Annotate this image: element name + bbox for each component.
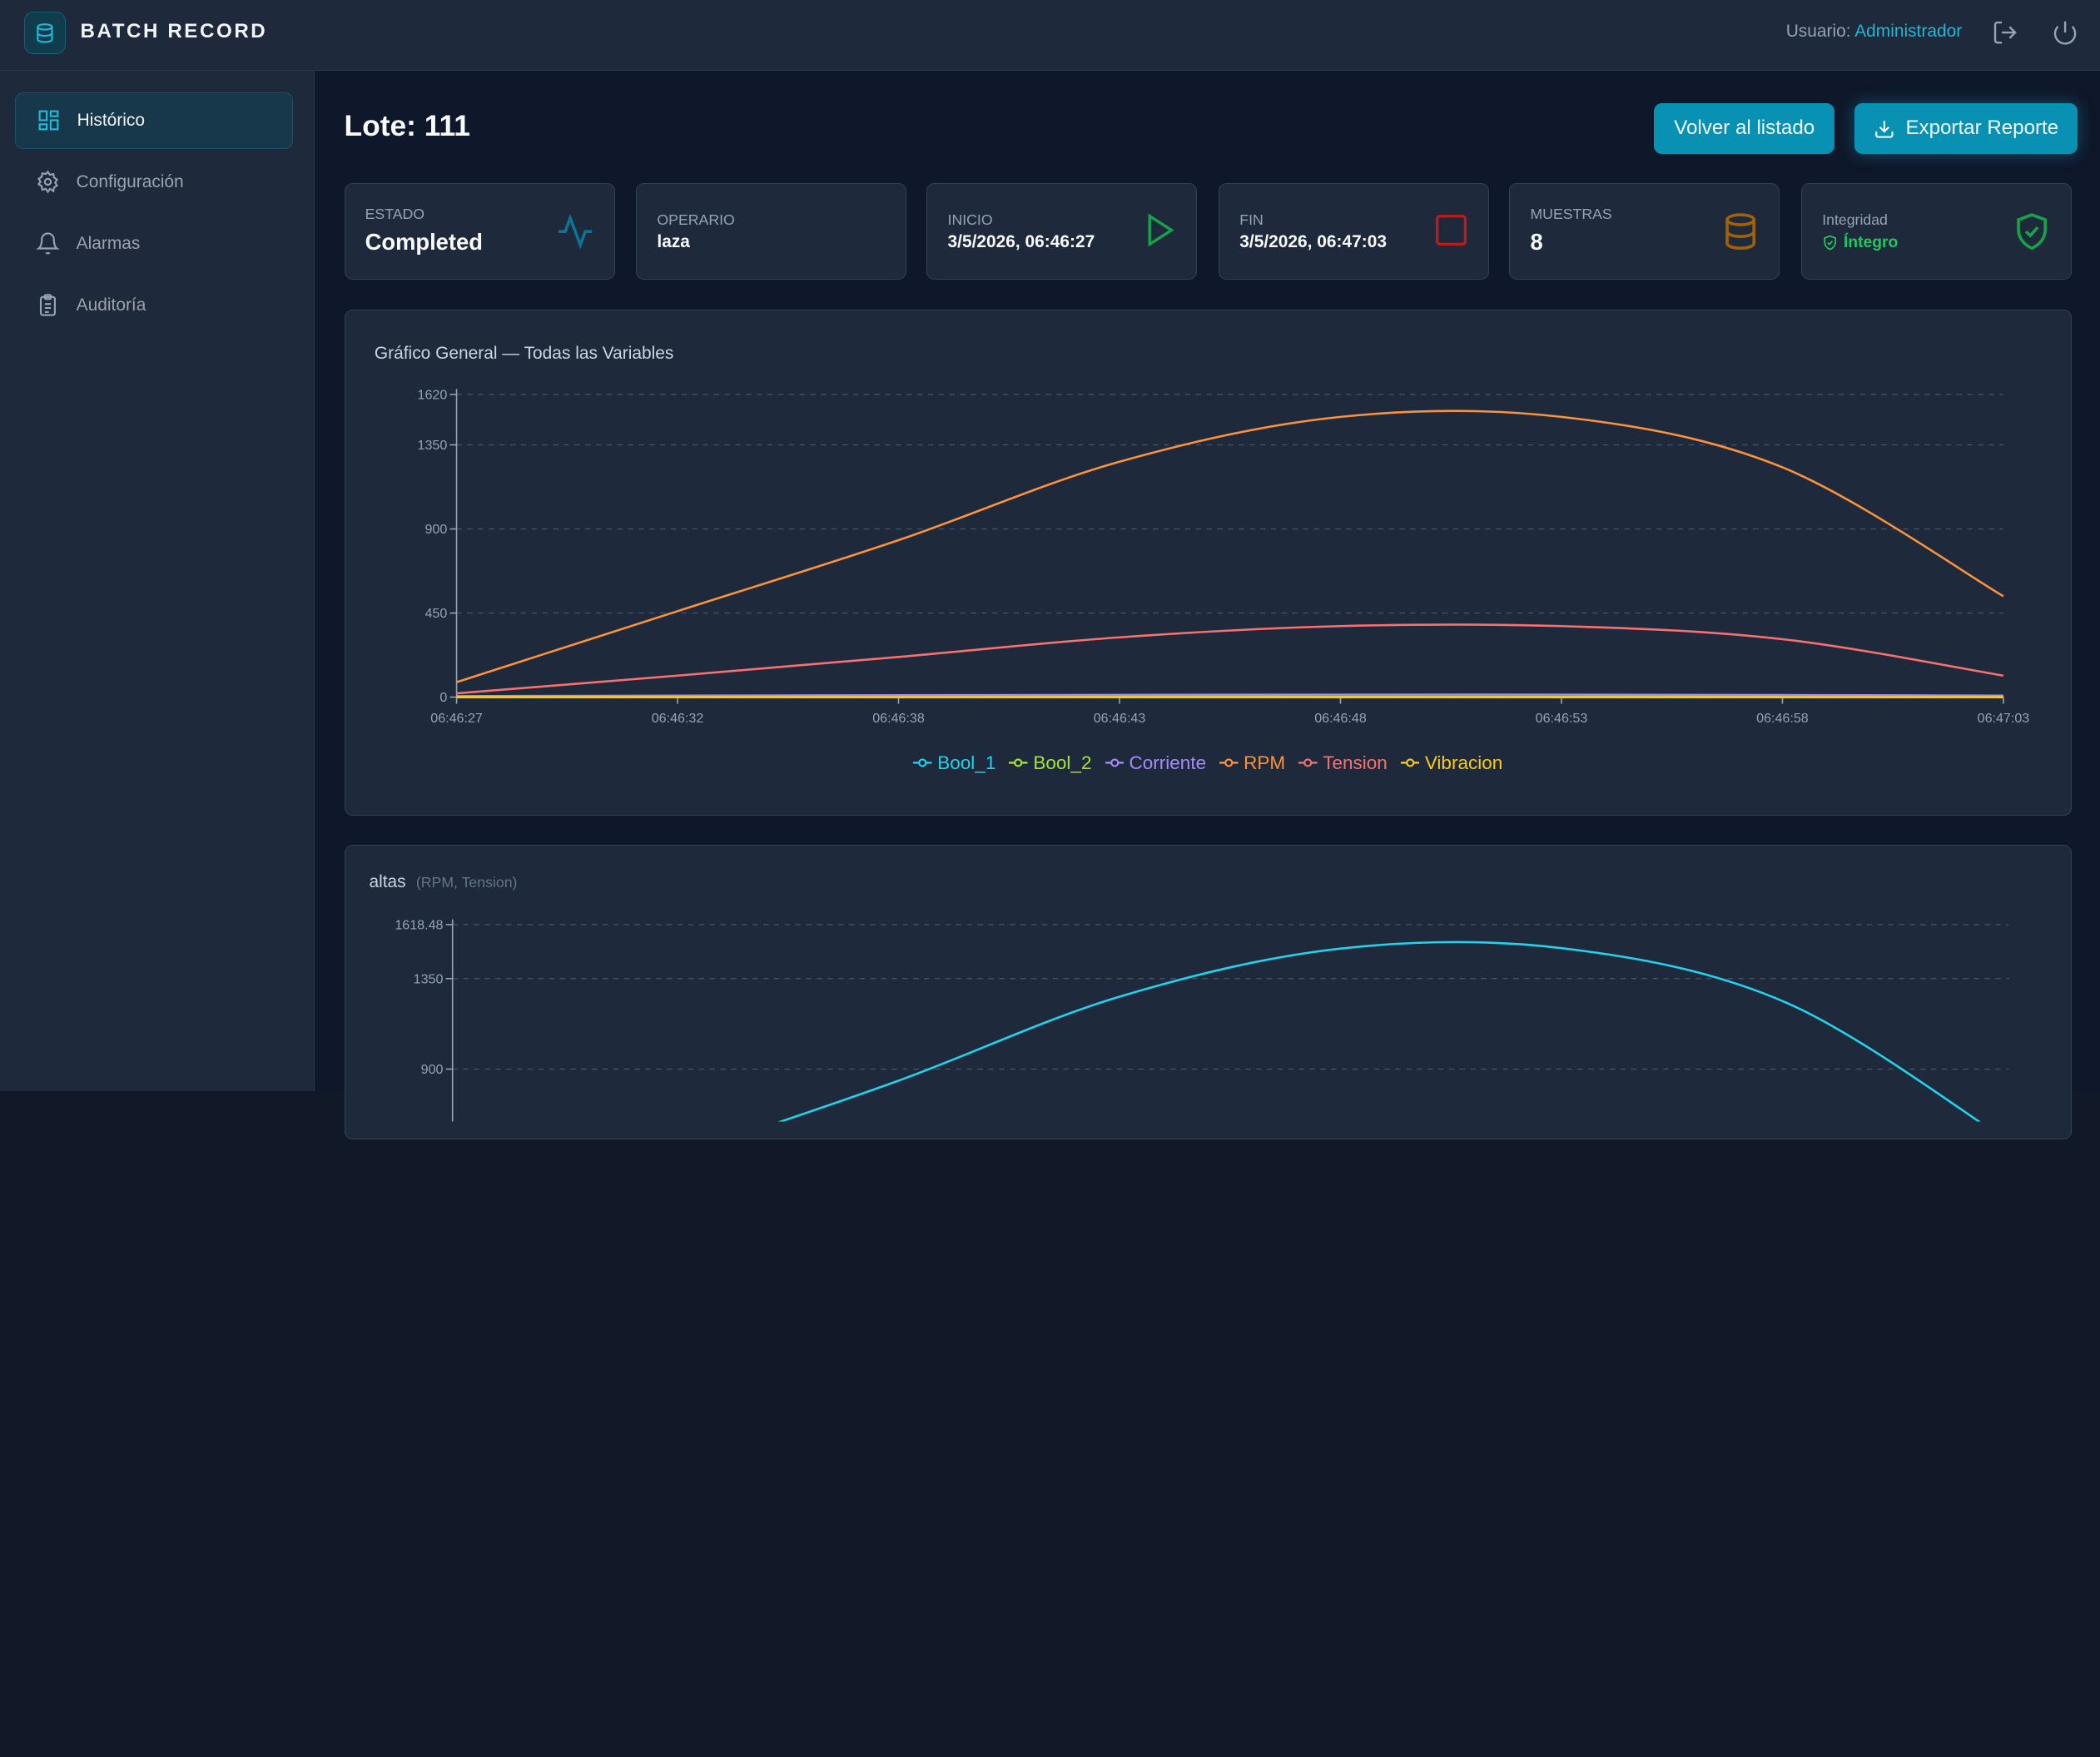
legend-marker-icon	[1298, 758, 1318, 767]
chart-panel-general: Gráfico General — Todas las Variables 0 4…	[344, 309, 2073, 816]
series-line-corriente	[456, 693, 2003, 697]
user-label: Usuario:	[1785, 21, 1851, 41]
power-icon[interactable]	[2052, 19, 2078, 46]
download-icon	[1874, 120, 1894, 138]
legend-marker-icon	[1400, 758, 1420, 767]
x-tick-label: 06:46:58	[1756, 711, 1809, 726]
x-tick-label: 06:46:53	[1535, 711, 1587, 726]
gear-icon	[37, 170, 59, 194]
x-tick-label: 06:46:32	[651, 711, 703, 726]
legend-label: Tension	[1323, 752, 1388, 773]
card-label: MUESTRAS	[1530, 206, 1612, 223]
bell-icon	[36, 232, 61, 255]
card-value: 3/5/2026, 06:47:03	[1239, 232, 1387, 252]
card-label: FIN	[1239, 211, 1263, 228]
user-info: Usuario: Administrador	[1786, 22, 1963, 42]
card-value: 3/5/2026, 06:46:27	[947, 232, 1095, 252]
x-tick-label: 06:46:43	[1093, 711, 1145, 726]
sidebar-item-configuracion[interactable]: Configuración	[15, 154, 294, 211]
back-to-list-button[interactable]: Volver al listado	[1654, 102, 1835, 155]
card-operario: OPERARIO laza	[636, 183, 907, 280]
chart-subtitle: (RPM, Tension)	[415, 874, 518, 891]
database-icon	[1725, 212, 1755, 250]
legend-marker-icon	[913, 758, 932, 767]
chart-title: Gráfico General — Todas las Variables	[374, 343, 674, 363]
series-line-rpm	[455, 409, 2004, 683]
sidebar-item-label: Alarmas	[76, 233, 141, 253]
x-tick-label: 06:46:48	[1314, 711, 1367, 726]
clipboard-icon	[40, 294, 57, 316]
legend-label: Corriente	[1129, 752, 1207, 773]
sidebar-item-label: Histórico	[77, 110, 145, 130]
sidebar-item-label: Configuración	[76, 171, 184, 191]
user-name[interactable]: Administrador	[1854, 21, 1963, 41]
card-label: INICIO	[947, 211, 993, 228]
series-line-tension	[455, 623, 2003, 695]
legend-item-corriente[interactable]: Corriente	[1105, 752, 1207, 774]
y-tick-label: 450	[424, 606, 447, 621]
card-fin: FIN 3/5/2026, 06:47:03	[1219, 183, 1490, 280]
legend-item-rpm[interactable]: RPM	[1219, 752, 1285, 774]
chart-legend: Bool_1 Bool_2 Corriente RPM Tension Vibracion	[345, 752, 2072, 774]
stop-icon	[1435, 214, 1467, 246]
card-inicio: INICIO 3/5/2026, 06:46:27	[926, 183, 1198, 280]
x-tick-label: 06:46:38	[872, 711, 925, 726]
legend-label: RPM	[1244, 752, 1286, 773]
x-tick-label: 06:47:03	[1977, 711, 2029, 726]
card-value: laza	[657, 232, 690, 252]
legend-item-vibracion[interactable]: Vibracion	[1400, 752, 1503, 774]
logout-icon[interactable]	[1992, 19, 2018, 46]
y-tick-label: 1618.48	[395, 918, 443, 933]
series-line-rpm	[777, 941, 1981, 1122]
card-integridad: Integridad Íntegro	[1801, 183, 2073, 280]
legend-marker-icon	[1219, 758, 1239, 767]
app-title: BATCH RECORD	[80, 20, 268, 43]
chart-general: 0 450 900 1350 1620 06:46:27 06:46:32 06:46:38 0…	[417, 388, 2029, 727]
sidebar-item-label: Auditoría	[76, 295, 146, 315]
sidebar-item-alarmas[interactable]: Alarmas	[15, 216, 294, 272]
shield-check-icon	[2017, 212, 2048, 250]
card-value: Completed	[365, 228, 483, 255]
sidebar-item-historico[interactable]: Histórico	[14, 92, 294, 149]
y-tick-label: 0	[439, 690, 447, 705]
legend-label: Vibracion	[1424, 752, 1503, 773]
card-value: 8	[1530, 228, 1543, 255]
chart-title: altas	[369, 872, 406, 892]
chart-heading: altas (RPM, Tension)	[369, 872, 517, 892]
integrity-status: Íntegro	[1822, 234, 1898, 252]
y-tick-label: 1350	[417, 438, 447, 453]
top-bar: BATCH RECORD Usuario: Administrador	[0, 0, 2100, 72]
grid-icon	[38, 110, 59, 131]
legend-label: Bool_2	[1033, 752, 1092, 773]
export-report-label: Exportar Reporte	[1905, 117, 2059, 140]
legend-item-bool_2[interactable]: Bool_2	[1009, 752, 1091, 774]
page-title: Lote: 111	[344, 109, 470, 142]
shield-check-icon	[1824, 235, 1837, 251]
legend-marker-icon	[1009, 758, 1028, 767]
card-label: OPERARIO	[657, 211, 735, 228]
x-tick-label: 06:46:27	[430, 711, 483, 726]
sidebar: Histórico Configuración Alarmas Auditorí…	[0, 71, 315, 1092]
play-icon	[1148, 213, 1174, 247]
legend-item-bool_1[interactable]: Bool_1	[913, 752, 995, 774]
card-estado: ESTADO Completed	[344, 183, 615, 280]
main-content: Lote: 111 Volver al listado Exportar Rep…	[315, 71, 2100, 1140]
card-muestras: MUESTRAS 8	[1509, 183, 1780, 280]
y-tick-label: 1620	[417, 388, 447, 403]
card-label: Integridad	[1822, 211, 1888, 228]
y-tick-label: 900	[424, 522, 447, 537]
database-icon	[23, 12, 67, 54]
y-tick-label: 1350	[413, 972, 443, 987]
chart-altas: 900 1350 1618.48	[395, 918, 2008, 1122]
integrity-value: Íntegro	[1843, 233, 1899, 251]
sidebar-item-auditoria[interactable]: Auditoría	[15, 277, 294, 334]
legend-item-tension[interactable]: Tension	[1298, 752, 1388, 774]
card-label: ESTADO	[365, 206, 425, 223]
activity-icon	[558, 213, 592, 249]
legend-label: Bool_1	[937, 752, 996, 773]
chart-panel-altas: altas (RPM, Tension) 900 1350 1618.48	[344, 845, 2073, 1140]
y-tick-label: 900	[420, 1062, 443, 1077]
export-report-button[interactable]: Exportar Reporte	[1854, 102, 2078, 155]
legend-marker-icon	[1105, 758, 1124, 767]
